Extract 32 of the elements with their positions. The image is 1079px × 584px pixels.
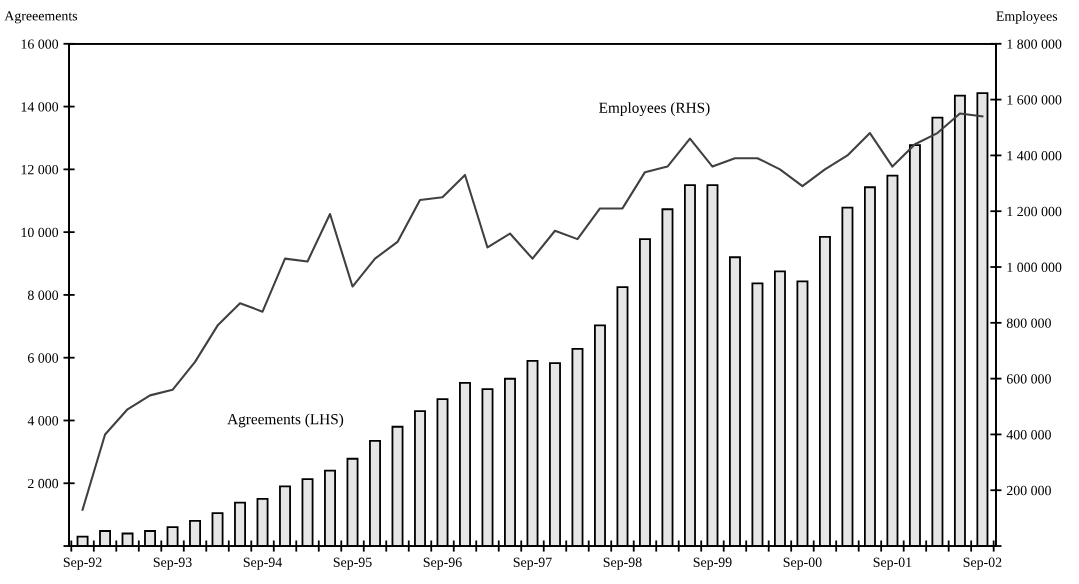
y2-tick-label: 400 000 (1006, 430, 1051, 440)
y2-tick-label: 800 000 (1006, 318, 1051, 328)
x-tick-label: Sep-96 (423, 557, 462, 570)
series-label: Agreements (LHS) (227, 413, 344, 428)
y-tick-label: 6 000 (27, 353, 59, 363)
x-tick-label: Sep-97 (513, 557, 552, 570)
x-tick-label: Sep-02 (963, 557, 1002, 570)
y-axis-title: Agreeements (4, 11, 78, 24)
y2-tick-label: 1 000 000 (1007, 262, 1062, 272)
x-tick-label: Sep-01 (873, 557, 912, 570)
series-label: Employees (RHS) (599, 102, 710, 117)
x-tick-label: Sep-93 (153, 557, 192, 570)
y2-tick-label: 1 800 000 (1007, 39, 1062, 49)
y-tick-label: 4 000 (27, 416, 59, 426)
y2-tick-label: 600 000 (1006, 374, 1051, 384)
y-tick-label: 16 000 (21, 39, 59, 49)
x-tick-label: Sep-98 (603, 557, 642, 570)
x-tick-label: Sep-99 (693, 557, 732, 570)
x-tick-label: Sep-95 (333, 557, 372, 570)
y2-tick-label: 1 400 000 (1007, 150, 1062, 161)
y-tick-label: 12 000 (21, 164, 59, 175)
x-tick-label: Sep-94 (243, 557, 282, 570)
y2-tick-label: 1 200 000 (1007, 206, 1062, 217)
y-tick-label: 10 000 (21, 227, 59, 238)
y2-axis-title: Employees (996, 11, 1058, 24)
y-tick-label: 2 000 (28, 478, 59, 489)
y-tick-label: 14 000 (21, 102, 59, 112)
x-tick-label: Sep-92 (63, 557, 102, 570)
y-tick-label: 8 000 (27, 290, 59, 300)
x-tick-label: Sep-00 (783, 557, 822, 570)
y2-tick-label: 200 000 (1006, 485, 1051, 496)
y2-tick-label: 1 600 000 (1007, 95, 1062, 105)
